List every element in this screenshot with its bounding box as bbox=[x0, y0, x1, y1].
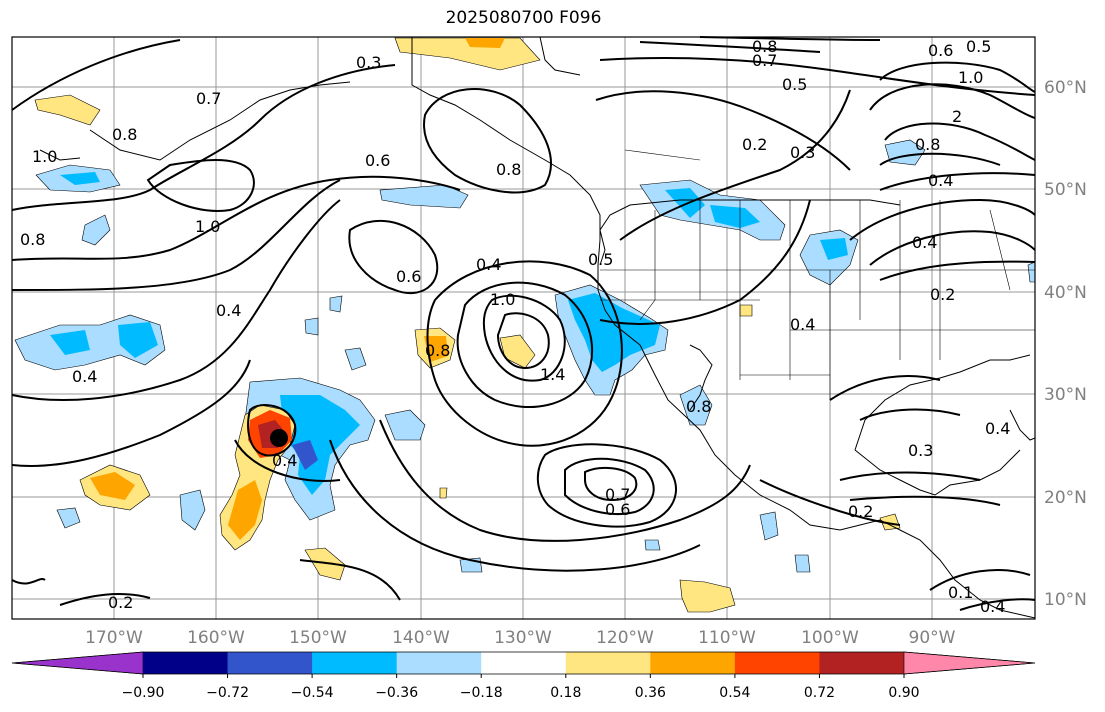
colorbar-segment bbox=[396, 652, 482, 674]
colorbar bbox=[11, 651, 1036, 675]
contour-label: 0.4 bbox=[72, 367, 97, 386]
colorbar-tick-label: −0.72 bbox=[206, 685, 249, 701]
contour-label: 2 bbox=[952, 107, 962, 126]
colorbar-segment bbox=[312, 652, 398, 674]
map-area: 0.3 0.8 0.7 0.6 0.5 1.0 0.5 2 0.2 0.3 0.… bbox=[11, 36, 1036, 620]
contour-label: 0.5 bbox=[588, 250, 613, 269]
lon-label: 100°W bbox=[801, 628, 859, 648]
map-title: 2025080700 F096 bbox=[445, 8, 602, 28]
lon-label: 150°W bbox=[289, 628, 347, 648]
colorbar-extend-max bbox=[903, 651, 1036, 675]
contour-label: 0.4 bbox=[980, 597, 1005, 616]
colorbar-tick-label: −0.36 bbox=[375, 685, 418, 701]
contour-label: 0.6 bbox=[605, 500, 630, 519]
contour-label: 1.0 bbox=[195, 217, 220, 236]
contour-label: 0.6 bbox=[396, 267, 421, 286]
colorbar-segment bbox=[481, 652, 567, 674]
lon-label: 140°W bbox=[392, 628, 450, 648]
contour-label: 0.8 bbox=[112, 125, 137, 144]
contour-label: 0.2 bbox=[848, 502, 873, 521]
contour-label-group: 0.3 0.8 0.7 0.6 0.5 1.0 0.5 2 0.2 0.3 0.… bbox=[20, 37, 1010, 616]
contour-label: 1.0 bbox=[490, 290, 515, 309]
colorbar-segment bbox=[227, 652, 313, 674]
contour-label: 0.2 bbox=[930, 285, 955, 304]
contour-label: 0.6 bbox=[365, 151, 390, 170]
colorbar-tick-label: 0.36 bbox=[635, 685, 666, 701]
contour-label: 0.7 bbox=[605, 485, 630, 504]
storm-center-marker bbox=[270, 429, 288, 447]
colorbar-extend-min bbox=[11, 651, 144, 675]
contour-label: 1.0 bbox=[958, 68, 983, 87]
contour-label: 0.8 bbox=[496, 160, 521, 179]
colorbar-segment bbox=[819, 652, 905, 674]
contour-label: 0.7 bbox=[196, 89, 221, 108]
latitude-labels: 60°N 50°N 40°N 30°N 20°N 10°N bbox=[1044, 78, 1087, 610]
contour-label: 0.8 bbox=[752, 37, 777, 56]
lon-label: 170°W bbox=[85, 628, 143, 648]
colorbar-tick-label: 0.18 bbox=[550, 685, 581, 701]
contour-label: 0.2 bbox=[108, 593, 133, 612]
colorbar-segment bbox=[650, 652, 736, 674]
contour-label: 0.5 bbox=[782, 75, 807, 94]
colorbar-tick-label: −0.90 bbox=[122, 685, 165, 701]
contour-label: 0.2 bbox=[742, 135, 767, 154]
lon-label: 90°W bbox=[909, 628, 956, 648]
colorbar-tick-label: 0.54 bbox=[719, 685, 750, 701]
contour-label: 0.5 bbox=[966, 37, 991, 56]
lat-label: 50°N bbox=[1044, 180, 1087, 200]
lat-label: 20°N bbox=[1044, 488, 1087, 508]
contour-label: 0.8 bbox=[686, 397, 711, 416]
contour-label: 0.7 bbox=[752, 51, 777, 70]
contour-label: 1.4 bbox=[540, 365, 565, 384]
lon-label: 120°W bbox=[596, 628, 654, 648]
contour-label: 1.0 bbox=[32, 147, 57, 166]
colorbar-tick-label: 0.72 bbox=[804, 685, 835, 701]
contour-label: 0.4 bbox=[985, 419, 1010, 438]
contour-label: 0.4 bbox=[216, 301, 241, 320]
colorbar-tick-label: −0.18 bbox=[460, 685, 503, 701]
colorbar-tick-label: −0.54 bbox=[291, 685, 334, 701]
contour-label: 0.8 bbox=[915, 135, 940, 154]
colorbar-tick-labels: −0.90 −0.72 −0.54 −0.36 −0.18 0.18 0.36 0.54 0.7… bbox=[122, 674, 920, 701]
colorbar-segment bbox=[565, 652, 651, 674]
contour-lines bbox=[11, 36, 1036, 611]
contour-label: 0.4 bbox=[272, 451, 297, 470]
lat-label: 40°N bbox=[1044, 283, 1087, 303]
contour-label: 0.6 bbox=[928, 41, 953, 60]
contour-label: 0.8 bbox=[425, 341, 450, 360]
lat-label: 10°N bbox=[1044, 590, 1087, 610]
contour-label: 0.3 bbox=[908, 441, 933, 460]
lon-label: 110°W bbox=[698, 628, 756, 648]
contour-label: 0.4 bbox=[790, 315, 815, 334]
contour-label: 0.3 bbox=[356, 53, 381, 72]
colorbar-segment bbox=[143, 652, 229, 674]
contour-label: 0.1 bbox=[948, 583, 973, 602]
lat-label: 30°N bbox=[1044, 385, 1087, 405]
lat-label: 60°N bbox=[1044, 78, 1087, 98]
colorbar-tick-label: 0.90 bbox=[888, 685, 919, 701]
lon-label: 160°W bbox=[187, 628, 245, 648]
contour-label: 0.8 bbox=[20, 230, 45, 249]
contour-label: 0.3 bbox=[790, 143, 815, 162]
colorbar-segment bbox=[734, 652, 820, 674]
contour-label: 0.4 bbox=[476, 255, 501, 274]
lon-label: 130°W bbox=[494, 628, 552, 648]
contour-label: 0.4 bbox=[912, 233, 937, 252]
longitude-labels: 170°W 160°W 150°W 140°W 130°W 120°W 110°… bbox=[85, 628, 956, 648]
contour-label: 0.4 bbox=[928, 171, 953, 190]
shaded-fields bbox=[14, 37, 1036, 613]
